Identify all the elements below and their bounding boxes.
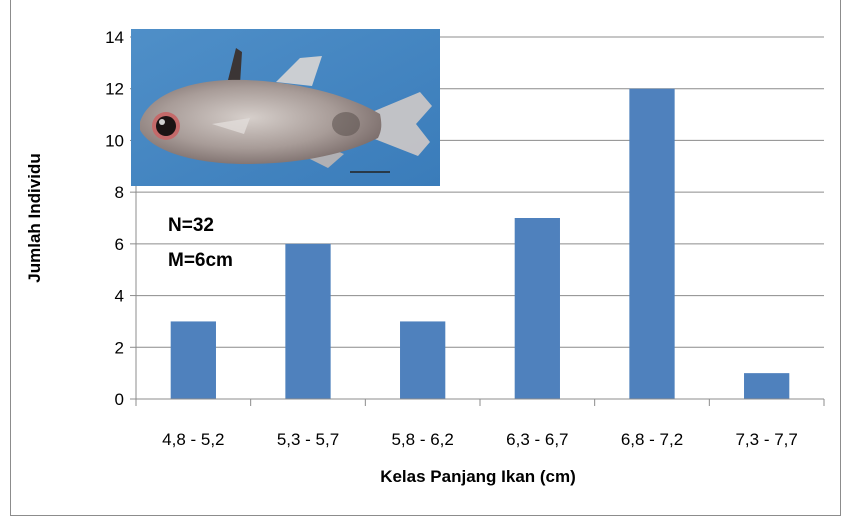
x-tick-labels: 4,8 - 5,2 5,3 - 5,7 5,8 - 6,2 6,3 - 6,7 6,8 … xyxy=(162,430,798,449)
y-axis-title: Jumlah Individu xyxy=(25,153,44,282)
x-tick-label: 5,8 - 6,2 xyxy=(391,430,453,449)
x-tick-label: 4,8 - 5,2 xyxy=(162,430,224,449)
y-tick-label: 12 xyxy=(105,80,124,99)
x-tick-label: 7,3 - 7,7 xyxy=(735,430,797,449)
x-tick-label: 5,3 - 5,7 xyxy=(277,430,339,449)
y-tick-label: 0 xyxy=(115,390,124,409)
y-tick-label: 10 xyxy=(105,131,124,150)
bar xyxy=(400,321,446,399)
bar xyxy=(744,373,790,399)
fish-photo xyxy=(131,29,440,186)
annotation-n: N=32 xyxy=(168,215,214,236)
annotation-m: M=6cm xyxy=(168,250,233,271)
y-tick-label: 2 xyxy=(115,338,124,357)
x-tick-label: 6,3 - 6,7 xyxy=(506,430,568,449)
bar xyxy=(514,218,560,399)
y-tick-label: 14 xyxy=(105,28,124,47)
bar xyxy=(629,88,675,399)
y-tick-label: 6 xyxy=(115,235,124,254)
x-axis-title: Kelas Panjang Ikan (cm) xyxy=(380,467,576,486)
bar xyxy=(285,243,331,399)
y-tick-label: 4 xyxy=(115,287,124,306)
y-tick-label: 8 xyxy=(115,183,124,202)
x-tick-label: 6,8 - 7,2 xyxy=(621,430,683,449)
bars xyxy=(170,88,790,399)
bar xyxy=(170,321,216,399)
y-tick-labels: 0 2 4 6 8 10 12 14 xyxy=(105,28,124,409)
